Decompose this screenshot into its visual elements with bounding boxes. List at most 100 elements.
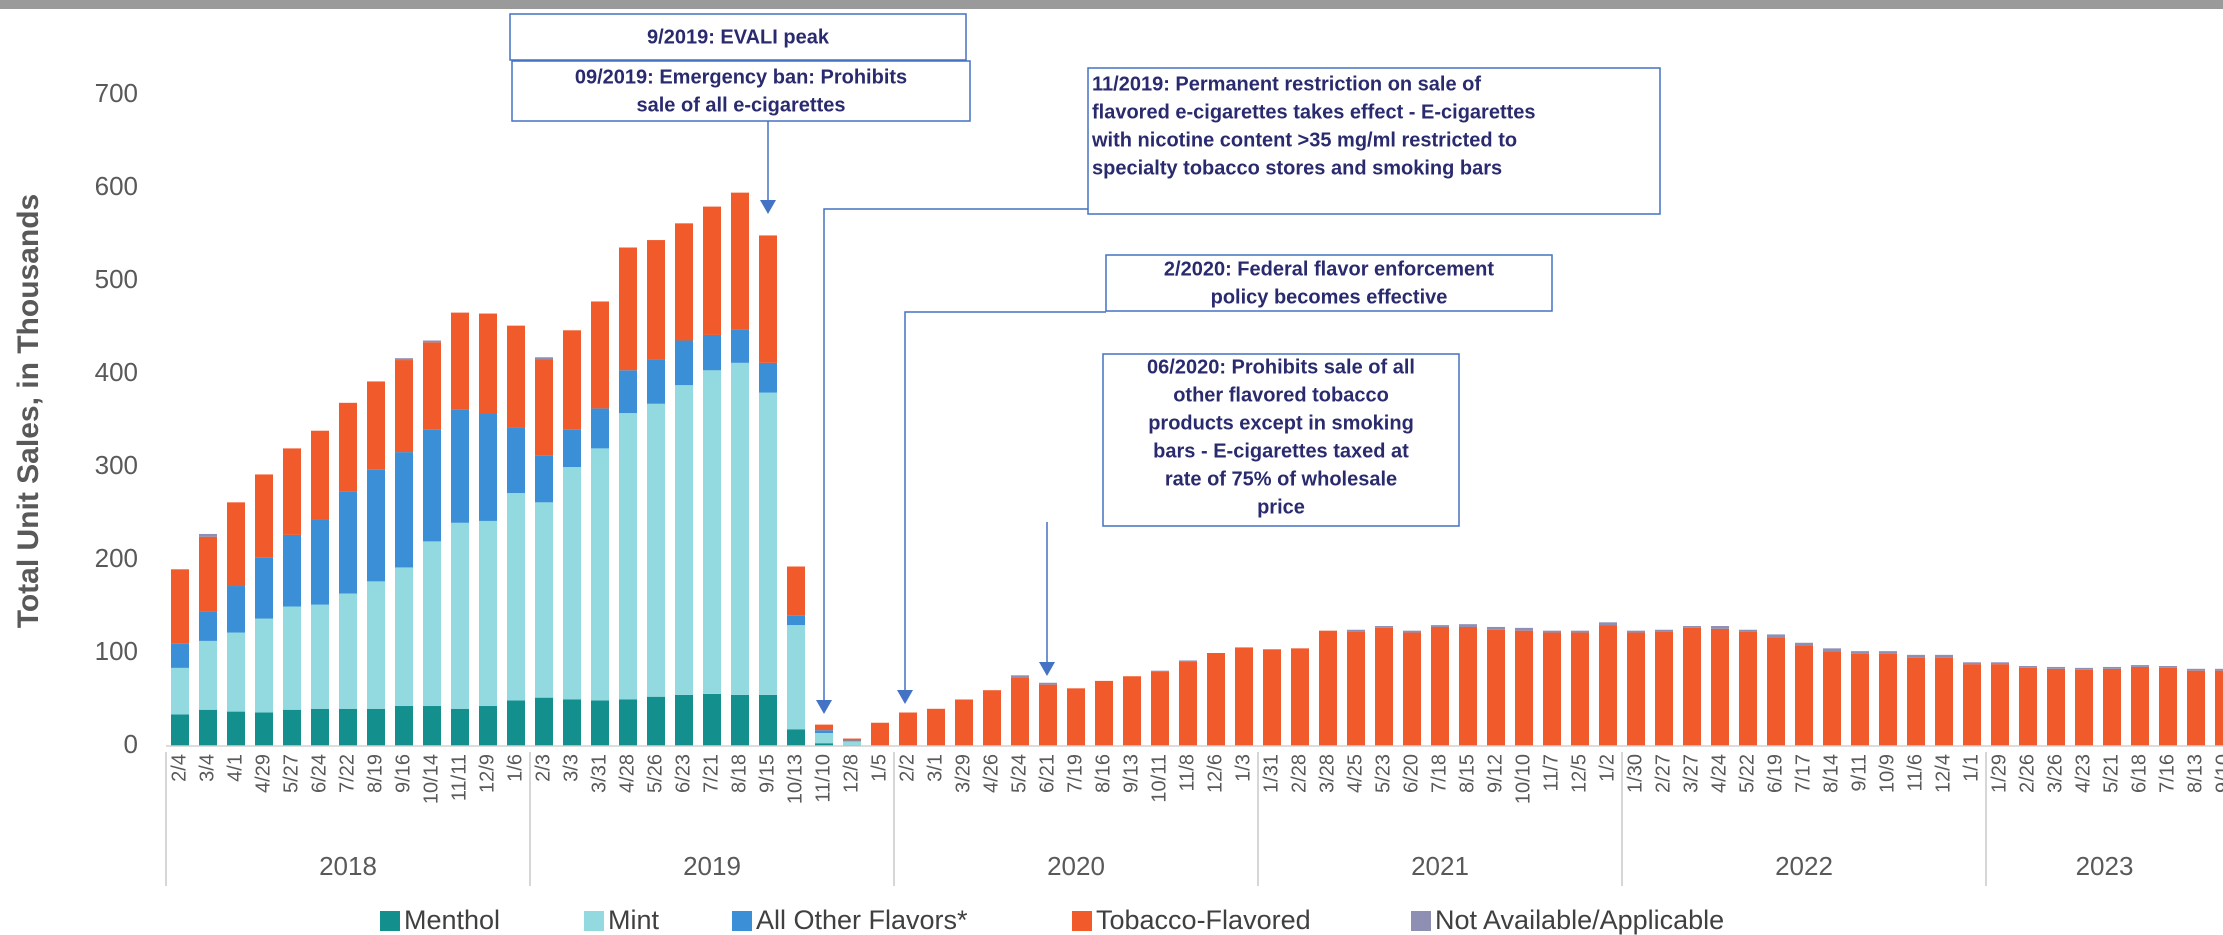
annotation-text: bars - E-cigarettes taxed at xyxy=(1153,440,1409,462)
x-tick-label: 1/5 xyxy=(868,754,890,782)
top-band xyxy=(0,0,2223,9)
legend-label: All Other Flavors* xyxy=(756,905,968,935)
bar-segment xyxy=(1683,627,1701,746)
y-tick-label: 500 xyxy=(95,264,138,294)
bar-segment xyxy=(2047,666,2065,669)
x-tick-label: 2/2 xyxy=(896,754,918,782)
x-tick-label: 9/16 xyxy=(392,754,414,793)
legend-swatch xyxy=(584,911,604,931)
bar-segment xyxy=(311,519,329,605)
bar-segment xyxy=(1011,675,1029,678)
x-tick-label: 2/4 xyxy=(168,754,190,782)
bar-segment xyxy=(843,738,861,741)
bar-segment xyxy=(1599,622,1617,626)
x-tick-label: 1/3 xyxy=(1232,754,1254,782)
annotation-text: sale of all e-cigarettes xyxy=(637,94,846,116)
x-tick-label: 3/4 xyxy=(196,754,218,782)
bar-segment xyxy=(2047,668,2065,746)
bar-segment xyxy=(1795,645,1813,746)
bar-segment xyxy=(591,700,609,746)
bar-segment xyxy=(171,643,189,668)
legend-swatch xyxy=(1072,911,1092,931)
bar-segment xyxy=(395,358,413,361)
arrow-head xyxy=(760,200,776,214)
bar-segment xyxy=(1963,662,1981,665)
bar-segment xyxy=(591,448,609,701)
x-tick-label: 2/28 xyxy=(1288,754,1310,793)
bar-segment xyxy=(731,192,749,330)
bar-segment xyxy=(1795,642,1813,646)
bar-segment xyxy=(787,625,805,730)
bar-segment xyxy=(1907,654,1925,658)
x-tick-label: 11/7 xyxy=(1540,754,1562,791)
bar-segment xyxy=(479,313,497,414)
x-tick-label: 5/26 xyxy=(644,754,666,793)
bar-segment xyxy=(339,491,357,594)
bar-segment xyxy=(451,522,469,709)
bar-segment xyxy=(339,593,357,709)
bar-segment xyxy=(255,712,273,746)
bar-segment xyxy=(1403,630,1421,633)
x-tick-label: 6/19 xyxy=(1764,754,1786,793)
bar-segment xyxy=(1823,648,1841,652)
x-tick-label: 1/2 xyxy=(1596,754,1618,782)
bar-segment xyxy=(1515,630,1533,746)
bar-segment xyxy=(1711,628,1729,746)
x-tick-label: 10/13 xyxy=(784,754,806,804)
bar-segment xyxy=(1431,625,1449,627)
bar-segment xyxy=(759,235,777,363)
x-tick-label: 11/11 xyxy=(448,754,470,801)
x-tick-label: 8/14 xyxy=(1820,754,1842,793)
bar-segment xyxy=(563,429,581,467)
bar-segment xyxy=(535,455,553,503)
bar-segment xyxy=(731,362,749,695)
bar-segment xyxy=(1851,651,1869,654)
annotation-text: rate of 75% of wholesale xyxy=(1165,468,1397,490)
year-label: 2021 xyxy=(1411,851,1469,881)
year-label: 2022 xyxy=(1775,851,1833,881)
bar-segment xyxy=(647,403,665,697)
arrow-head xyxy=(897,690,913,704)
legend-swatch xyxy=(1411,911,1431,931)
bar-segment xyxy=(1627,632,1645,746)
bar-segment xyxy=(227,711,245,746)
x-tick-label: 4/28 xyxy=(616,754,638,793)
bar-segment xyxy=(759,362,777,393)
annotation-text: flavored e-cigarettes takes effect - E-c… xyxy=(1092,101,1536,123)
x-tick-label: 4/29 xyxy=(252,754,274,793)
x-tick-label: 10/11 xyxy=(1148,754,1170,803)
x-tick-label: 9/12 xyxy=(1484,754,1506,793)
annotation-box xyxy=(1105,254,1553,312)
bar-segment xyxy=(703,206,721,335)
bar-segment xyxy=(311,604,329,709)
annotation-box xyxy=(1102,353,1460,527)
legend-swatch xyxy=(732,911,752,931)
bar-segment xyxy=(479,520,497,707)
bar-segment xyxy=(1319,630,1337,746)
bar-segment xyxy=(507,493,525,701)
bar-segment xyxy=(731,694,749,746)
bar-segment xyxy=(843,741,861,746)
bar-segment xyxy=(927,708,945,746)
bar-segment xyxy=(367,469,385,582)
bar-segment xyxy=(283,606,301,710)
x-tick-label: 4/25 xyxy=(1344,754,1366,793)
bar-segment xyxy=(1347,631,1365,746)
x-tick-label: 5/23 xyxy=(1372,754,1394,793)
bar-segment xyxy=(1039,684,1057,746)
bar-segment xyxy=(815,732,833,744)
annotation-text: policy becomes effective xyxy=(1211,286,1448,308)
bar-segment xyxy=(2131,666,2149,746)
bar-segment xyxy=(199,533,217,537)
bar-segment xyxy=(1935,654,1953,658)
connector xyxy=(904,311,1106,690)
bar-segment xyxy=(283,709,301,746)
x-tick-label: 8/18 xyxy=(728,754,750,793)
bar-segment xyxy=(2131,665,2149,667)
bar-segment xyxy=(1207,653,1225,746)
bar-segment xyxy=(507,325,525,428)
bar-segment xyxy=(227,502,245,587)
bar-segment xyxy=(1879,653,1897,746)
x-tick-label: 1/1 xyxy=(1960,754,1982,782)
